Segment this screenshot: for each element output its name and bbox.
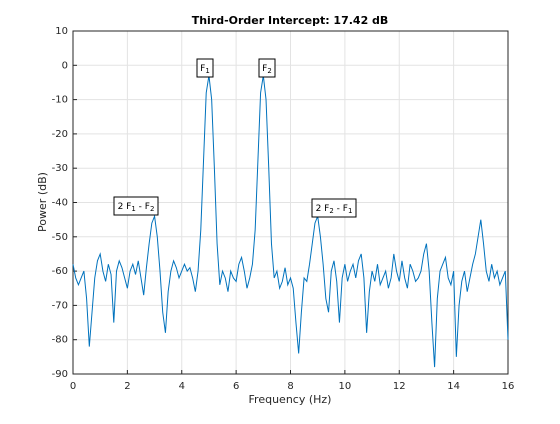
annotation-box: [311, 198, 357, 218]
annotation-box: [258, 58, 276, 78]
annotation: F2: [262, 64, 272, 76]
annotation-part: 2 F: [316, 204, 330, 214]
chart-title: Third-Order Intercept: 17.42 dB: [192, 14, 389, 27]
axes-box: [72, 30, 509, 375]
annotation: 2 F1 - F2: [118, 202, 155, 214]
annotation-part: 1: [348, 207, 352, 215]
y-tick-label: -40: [52, 198, 68, 209]
annotation-part: F: [200, 64, 205, 74]
x-tick-label: 0: [70, 381, 76, 392]
y-tick-label: -80: [52, 335, 68, 346]
y-tick-label: -60: [52, 266, 68, 277]
annotation-part: F: [262, 64, 267, 74]
x-tick-label: 16: [502, 381, 515, 392]
x-tick-label: 14: [447, 381, 460, 392]
y-tick-label: 10: [55, 26, 68, 37]
annotation-part: 2: [267, 67, 271, 75]
annotation-box: [196, 58, 214, 78]
annotation-part: 2 F: [118, 202, 132, 212]
annotation-part: 1: [205, 67, 209, 75]
y-tick-label: -20: [52, 129, 68, 140]
y-tick-label: 0: [62, 60, 68, 71]
annotation: F1: [200, 64, 210, 76]
x-tick-label: 10: [339, 381, 352, 392]
y-tick-label: -10: [52, 95, 68, 106]
x-tick-label: 2: [124, 381, 130, 392]
annotation-part: 1: [131, 205, 135, 213]
annotation-part: 2: [150, 205, 154, 213]
x-axis-label: Frequency (Hz): [249, 393, 332, 406]
y-tick-label: -30: [52, 163, 68, 174]
x-tick-label: 4: [179, 381, 185, 392]
y-tick-label: -70: [52, 300, 68, 311]
annotation-part: 2: [329, 207, 333, 215]
y-axis-label: Power (dB): [36, 172, 49, 232]
annotation-part: - F: [136, 202, 150, 212]
y-tick-label: -50: [52, 232, 68, 243]
spectrum-line: [72, 75, 509, 368]
x-tick-label: 8: [287, 381, 293, 392]
y-tick-label: -90: [52, 369, 68, 380]
annotation: 2 F2 - F1: [316, 204, 353, 216]
x-tick-label: 6: [233, 381, 239, 392]
x-tick-label: 12: [393, 381, 406, 392]
annotation-box: [113, 196, 159, 216]
annotation-part: - F: [334, 204, 348, 214]
